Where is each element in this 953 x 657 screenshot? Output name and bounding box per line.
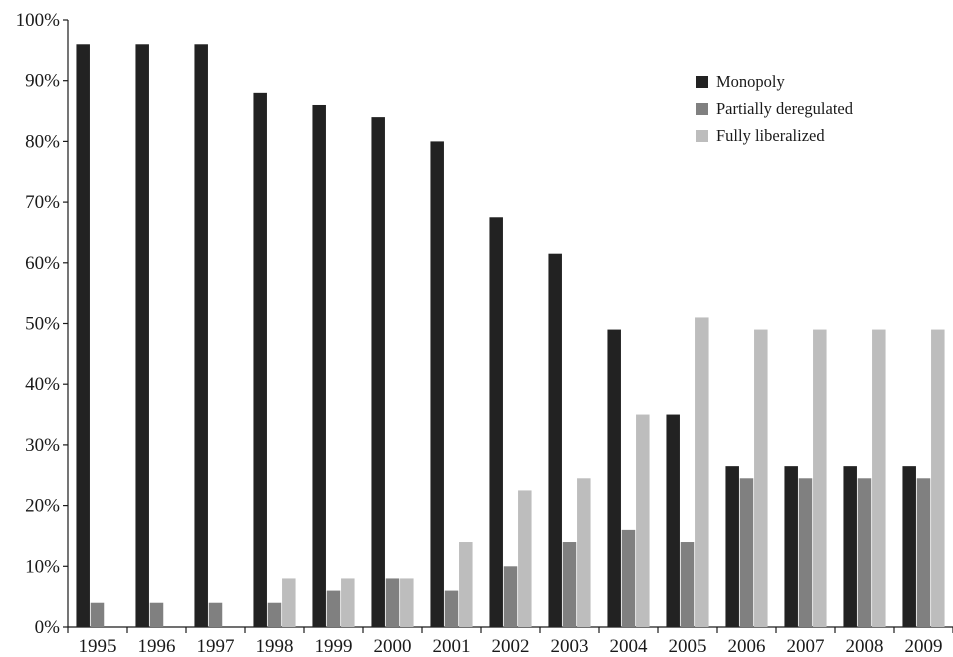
bar-monopoly-2008 (843, 466, 857, 627)
legend: Monopoly Partially deregulated Fully liber… (696, 72, 854, 145)
bar-partially-deregulated-2007 (798, 478, 813, 627)
bar-monopoly-2002 (489, 217, 503, 627)
x-tick-label: 2002 (492, 636, 530, 657)
bar-monopoly-2006 (725, 466, 739, 627)
y-tick-label: 30% (25, 435, 60, 456)
y-tick-label: 0% (35, 617, 61, 638)
bar-fully-liberalized-2002 (518, 490, 532, 627)
y-tick-label: 60% (25, 253, 60, 274)
bar-fully-liberalized-2006 (754, 329, 768, 627)
bar-partially-deregulated-2001 (444, 590, 459, 627)
x-tick-label: 2005 (669, 636, 707, 657)
y-tick-label: 70% (25, 192, 60, 213)
bar-partially-deregulated-1997 (208, 602, 223, 627)
bars (76, 44, 945, 628)
bar-monopoly-1995 (76, 44, 90, 627)
bar-partially-deregulated-2004 (621, 529, 636, 627)
bar-fully-liberalized-2007 (813, 329, 827, 627)
axes: 0% 10% 20% 30% 40% 50% 60% 70% 80% 90% 100% 1995 199… (16, 10, 953, 657)
x-tick-label: 2006 (728, 636, 766, 657)
legend-label-partially-deregulated: Partially deregulated (716, 99, 854, 118)
x-tick-label: 2001 (433, 636, 471, 657)
bar-fully-liberalized-2004 (636, 414, 650, 627)
bar-partially-deregulated-1996 (149, 602, 164, 627)
legend-label-monopoly: Monopoly (716, 72, 786, 91)
bar-monopoly-2000 (371, 117, 385, 628)
bar-fully-liberalized-2003 (577, 478, 591, 627)
bar-monopoly-2007 (784, 466, 798, 627)
x-tick-label: 1999 (315, 636, 353, 657)
x-tick-label: 1998 (256, 636, 294, 657)
x-tick-label: 1996 (138, 636, 176, 657)
bar-monopoly-1999 (312, 104, 326, 628)
x-tick-label: 2003 (551, 636, 589, 657)
x-tick-label: 2007 (787, 636, 825, 657)
legend-swatch-partially-deregulated (696, 103, 708, 115)
y-tick-label: 100% (16, 10, 61, 31)
x-tick-label: 2009 (905, 636, 943, 657)
bar-partially-deregulated-2000 (385, 578, 400, 627)
bar-fully-liberalized-2000 (400, 578, 414, 627)
bar-monopoly-2001 (430, 141, 444, 627)
y-tick-label: 50% (25, 314, 60, 335)
x-tick-label: 2004 (610, 636, 649, 657)
bar-monopoly-2009 (902, 466, 916, 627)
bar-monopoly-2005 (666, 414, 680, 627)
y-tick-label: 10% (25, 556, 60, 577)
bar-partially-deregulated-2005 (680, 542, 695, 627)
bar-monopoly-1996 (135, 44, 149, 627)
bar-monopoly-1998 (253, 92, 267, 628)
x-tick-label: 1995 (79, 636, 117, 657)
legend-label-fully-liberalized: Fully liberalized (716, 126, 825, 145)
legend-swatch-fully-liberalized (696, 130, 708, 142)
bar-partially-deregulated-2008 (857, 478, 872, 627)
bar-partially-deregulated-1998 (267, 602, 282, 627)
bar-fully-liberalized-1998 (282, 578, 296, 627)
bar-fully-liberalized-2009 (931, 329, 945, 627)
bar-partially-deregulated-2006 (739, 478, 754, 627)
x-tick-label: 2000 (374, 636, 412, 657)
y-tick-label: 80% (25, 131, 60, 152)
y-tick-label: 20% (25, 496, 60, 517)
bar-partially-deregulated-1995 (90, 602, 105, 627)
bar-monopoly-2004 (607, 329, 621, 627)
bar-fully-liberalized-1999 (341, 578, 355, 627)
bar-fully-liberalized-2005 (695, 317, 709, 627)
y-tick-label: 90% (25, 71, 60, 92)
bar-partially-deregulated-2009 (916, 478, 931, 627)
x-tick-label: 2008 (846, 636, 884, 657)
bar-partially-deregulated-2003 (562, 542, 577, 627)
bar-partially-deregulated-2002 (503, 566, 518, 627)
y-tick-label: 40% (25, 374, 60, 395)
bar-monopoly-2003 (548, 253, 562, 627)
bar-monopoly-1997 (194, 44, 208, 627)
bar-fully-liberalized-2001 (459, 542, 473, 627)
x-tick-label: 1997 (197, 636, 235, 657)
legend-swatch-monopoly (696, 76, 708, 88)
bar-partially-deregulated-1999 (326, 590, 341, 627)
bar-fully-liberalized-2008 (872, 329, 886, 627)
